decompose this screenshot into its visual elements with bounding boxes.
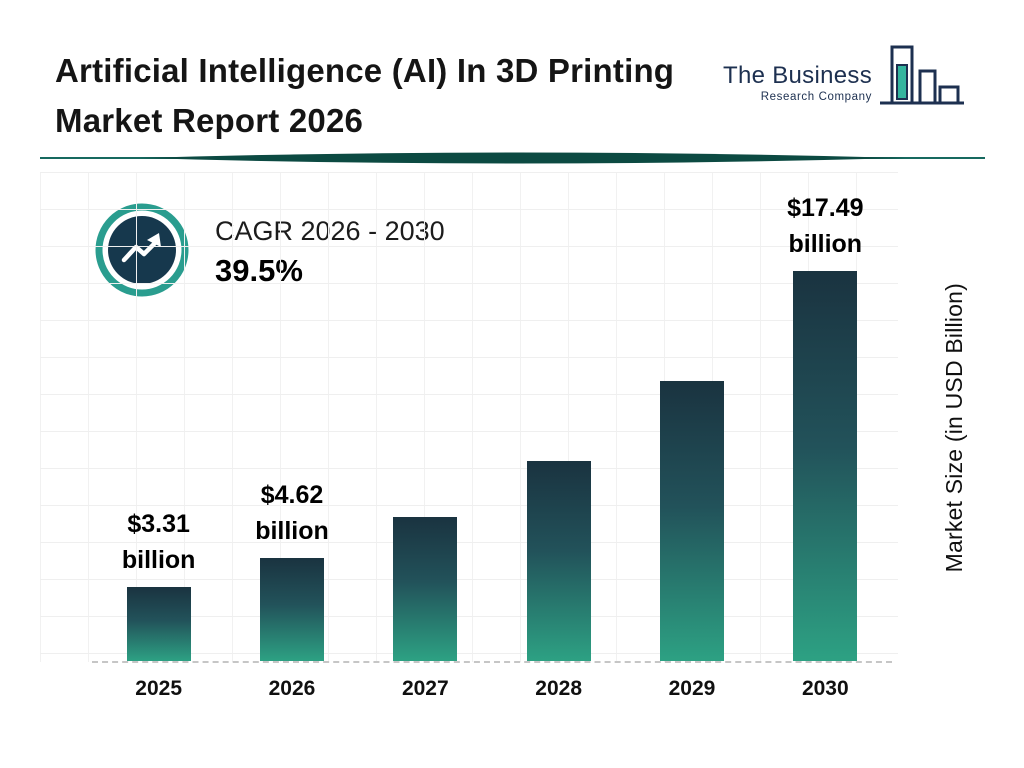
bar-2029 — [659, 381, 724, 661]
company-logo: The Business Research Company — [723, 40, 966, 125]
company-name: The Business — [722, 62, 872, 89]
x-axis-label-2028: 2028 — [535, 677, 582, 700]
x-axis-label-2027: 2027 — [401, 677, 449, 700]
page-title-line2: Market Report 2026 — [55, 102, 364, 140]
bar-value-label-2030: $17.49 billion — [787, 193, 864, 258]
x-axis-labels: 2025 2026 2027 2028 2029 2030 — [92, 677, 892, 701]
company-logo-text: The Business Research Company — [723, 62, 872, 103]
x-axis-label-2025: 2025 — [135, 677, 183, 700]
bar-2027 — [393, 517, 458, 661]
bar-column-2025: $3.31 billion — [92, 506, 225, 661]
bar-column-2030: $17.49 billion — [759, 190, 892, 661]
bar-2030 — [793, 271, 858, 661]
logo-bars-icon — [878, 40, 966, 125]
x-axis-baseline — [92, 661, 892, 663]
divider — [40, 150, 985, 168]
x-axis-label-2029: 2029 — [668, 677, 716, 700]
bar-2026 — [259, 558, 324, 661]
bar-column-2029 — [625, 381, 758, 661]
page-title: Artificial Intelligence (AI) In 3D Print… — [55, 46, 674, 146]
company-subname: Research Company — [760, 91, 872, 103]
bar-value-label-2026: $4.62 billion — [255, 480, 329, 545]
y-axis-title: Market Size (in USD Billion) — [941, 283, 967, 573]
bar-value-label-2025: $3.31 billion — [121, 509, 196, 574]
bar-2025 — [126, 587, 191, 661]
bar-column-2027 — [359, 517, 492, 661]
bar-chart: $3.31 billion $4.62 billion $17.49 billion — [92, 161, 892, 661]
chart-gridlines — [40, 172, 898, 662]
bar-column-2026: $4.62 billion — [225, 477, 358, 661]
bar-2028 — [526, 461, 591, 661]
x-axis-label-2030: 2030 — [801, 677, 849, 700]
x-axis-label-2026: 2026 — [268, 677, 316, 700]
page-title-line1: Artificial Intelligence (AI) In 3D Print… — [55, 52, 675, 89]
bar-column-2028 — [492, 461, 625, 661]
